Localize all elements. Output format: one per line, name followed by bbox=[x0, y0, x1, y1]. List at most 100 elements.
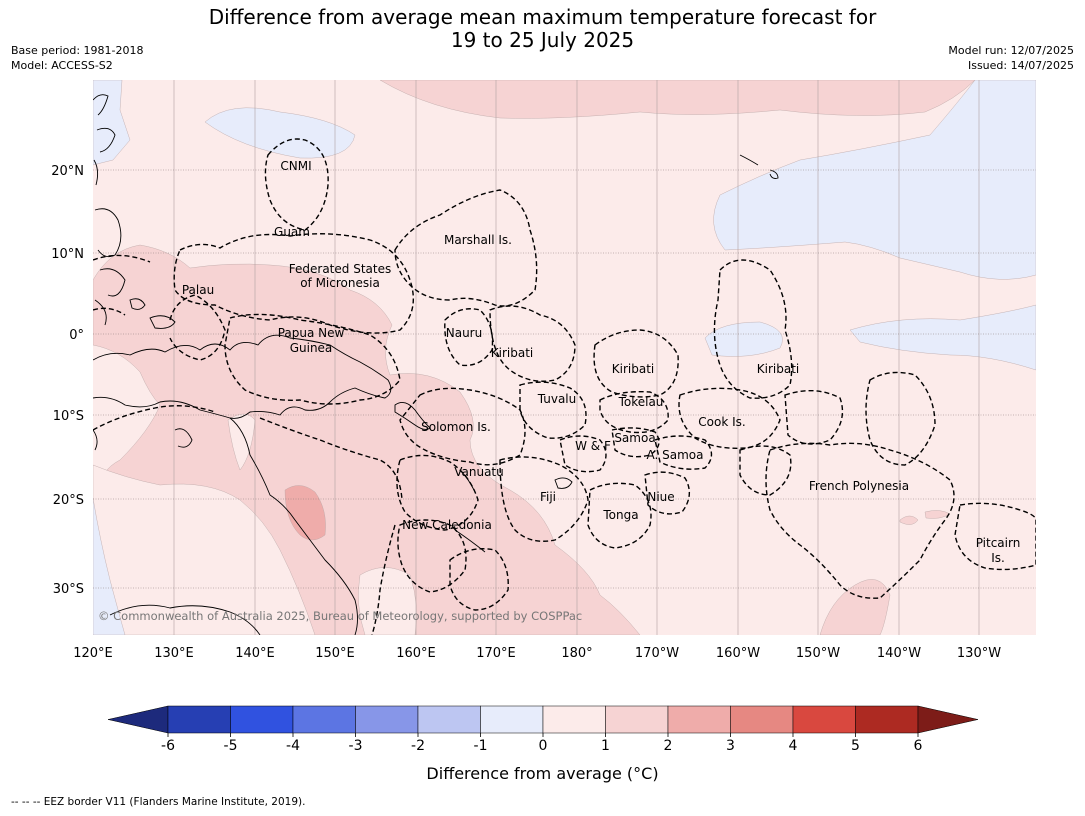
longitude-tick: 150°E bbox=[315, 646, 355, 661]
mild-region-australia bbox=[93, 464, 316, 635]
region-label: of Micronesia bbox=[300, 276, 380, 290]
eez-philippines bbox=[93, 254, 151, 316]
coast-gulf bbox=[174, 428, 193, 448]
eez-vanuatu bbox=[396, 454, 479, 531]
longitude-tick: 140°E bbox=[235, 646, 275, 661]
cool-region-north bbox=[204, 107, 356, 159]
longitude-tick: 180° bbox=[561, 646, 592, 661]
eez-marquesas bbox=[865, 371, 936, 466]
eez-cook-north bbox=[678, 387, 781, 449]
eez-norfolk bbox=[449, 548, 509, 611]
colorbar-segment bbox=[730, 705, 794, 734]
warm-region-south bbox=[819, 579, 891, 635]
eez-kiribati-central bbox=[593, 329, 679, 398]
colorbar-over-arrow bbox=[917, 705, 979, 734]
model-run: Model run: 12/07/2025 bbox=[948, 44, 1074, 57]
eez-borders bbox=[93, 138, 1036, 635]
colorbar-segment bbox=[605, 705, 669, 734]
region-label: Vanuatu bbox=[454, 465, 504, 479]
longitude-tick: 150°W bbox=[796, 646, 840, 661]
longitude-tick: 130°W bbox=[957, 646, 1001, 661]
region-label: Kiribati bbox=[757, 362, 799, 376]
longitude-tick: 120°E bbox=[73, 646, 113, 661]
latitude-tick: 30°S bbox=[53, 582, 84, 597]
colorbar-tick-label: -2 bbox=[411, 738, 425, 754]
cool-region-southwest-2 bbox=[93, 497, 126, 635]
region-label: Niue bbox=[647, 490, 674, 504]
colorbar-tick-label: -4 bbox=[286, 738, 300, 754]
run-info: Model run: 12/07/2025 Issued: 14/07/2025 bbox=[948, 43, 1074, 73]
colorbar-segment bbox=[855, 705, 919, 734]
coast-fiji bbox=[554, 477, 573, 489]
eez-micronesia bbox=[173, 233, 414, 334]
longitude-tick: 140°W bbox=[877, 646, 921, 661]
coast-islands-1 bbox=[129, 298, 176, 329]
coast-philippines bbox=[94, 208, 126, 326]
warm-region-queensland bbox=[284, 485, 326, 541]
colorbar-segment bbox=[167, 705, 231, 734]
cool-region-northwest bbox=[93, 80, 131, 166]
region-label: Papua New bbox=[278, 326, 345, 340]
coastlines bbox=[93, 94, 779, 635]
region-label: Solomon Is. bbox=[421, 420, 491, 434]
colorbar-under-arrow bbox=[107, 705, 169, 734]
region-label: Kiribati bbox=[491, 346, 533, 360]
eez-australia bbox=[93, 405, 403, 635]
colorbar-tick-label: 2 bbox=[664, 738, 673, 754]
longitude-tick: 130°E bbox=[154, 646, 194, 661]
colorbar: -6 -5 -4 -3 -2 -1 0 1 2 3 4 5 6 bbox=[107, 705, 979, 754]
coast-australia-south bbox=[109, 604, 261, 635]
latitude-tick: 20°N bbox=[51, 164, 84, 179]
colorbar-segment bbox=[417, 705, 481, 734]
longitude-tick: 170°W bbox=[635, 646, 679, 661]
eez-new-caledonia bbox=[397, 519, 467, 593]
map-title: Difference from average mean maximum tem… bbox=[0, 6, 1085, 52]
region-label: Marshall Is. bbox=[444, 233, 512, 247]
coast-australia-east bbox=[93, 396, 358, 635]
cool-region-northeast bbox=[713, 80, 1036, 280]
colorbar-segment bbox=[542, 705, 606, 734]
colorbar-tick-label: -3 bbox=[349, 738, 363, 754]
region-label: W & F bbox=[575, 439, 611, 453]
colorbar-tick-label: -5 bbox=[224, 738, 238, 754]
eez-cnmi bbox=[264, 138, 329, 231]
eez-solomon bbox=[399, 387, 526, 466]
colorbar-tick-label: -6 bbox=[161, 738, 175, 754]
latitude-gridlines bbox=[93, 169, 1036, 589]
coast-new-guinea bbox=[93, 334, 392, 419]
eez-kiribati-west bbox=[489, 305, 576, 382]
colorbar-tick-label: 0 bbox=[539, 738, 548, 754]
colorbar-tick-label: 6 bbox=[914, 738, 923, 754]
coast-new-caledonia bbox=[454, 529, 486, 553]
eez-marshall bbox=[394, 189, 538, 307]
copyright-notice: © Commonwealth of Australia 2025, Bureau… bbox=[98, 609, 582, 623]
eez-fiji bbox=[499, 456, 589, 542]
region-label: A. Samoa bbox=[647, 448, 704, 462]
coast-hawaii bbox=[739, 154, 779, 179]
eez-kiribati-east bbox=[713, 259, 793, 399]
region-label: Guinea bbox=[290, 341, 333, 355]
eez-am-samoa bbox=[654, 435, 713, 470]
region-label: New Caledonia bbox=[402, 518, 492, 532]
region-label: Fiji bbox=[540, 490, 556, 504]
longitude-tick: 160°E bbox=[396, 646, 436, 661]
region-label: Kiribati bbox=[612, 362, 654, 376]
colorbar-segment bbox=[667, 705, 731, 734]
latitude-tick: 20°S bbox=[53, 493, 84, 508]
map-field: © Commonwealth of Australia 2025, Bureau… bbox=[93, 80, 1036, 635]
base-period: Base period: 1981-2018 bbox=[11, 44, 144, 57]
warm-region-north bbox=[379, 80, 976, 119]
colorbar-segment bbox=[292, 705, 356, 734]
coast-solomon bbox=[394, 401, 431, 430]
colorbar-tick-label: 3 bbox=[726, 738, 735, 754]
warm-spot-1 bbox=[899, 515, 919, 525]
latitude-tick-labels: 20°N 10°N 0° 10°S 20°S 30°S bbox=[51, 164, 84, 597]
eez-wallis-futuna bbox=[559, 435, 607, 473]
mild-region-tasman bbox=[358, 567, 417, 635]
colorbar-tick-label: 1 bbox=[601, 738, 610, 754]
eez-niue bbox=[644, 471, 690, 515]
region-label: Is. bbox=[991, 551, 1005, 565]
cool-region-equatorial bbox=[704, 321, 783, 357]
title-line-2: 19 to 25 July 2025 bbox=[450, 28, 635, 52]
